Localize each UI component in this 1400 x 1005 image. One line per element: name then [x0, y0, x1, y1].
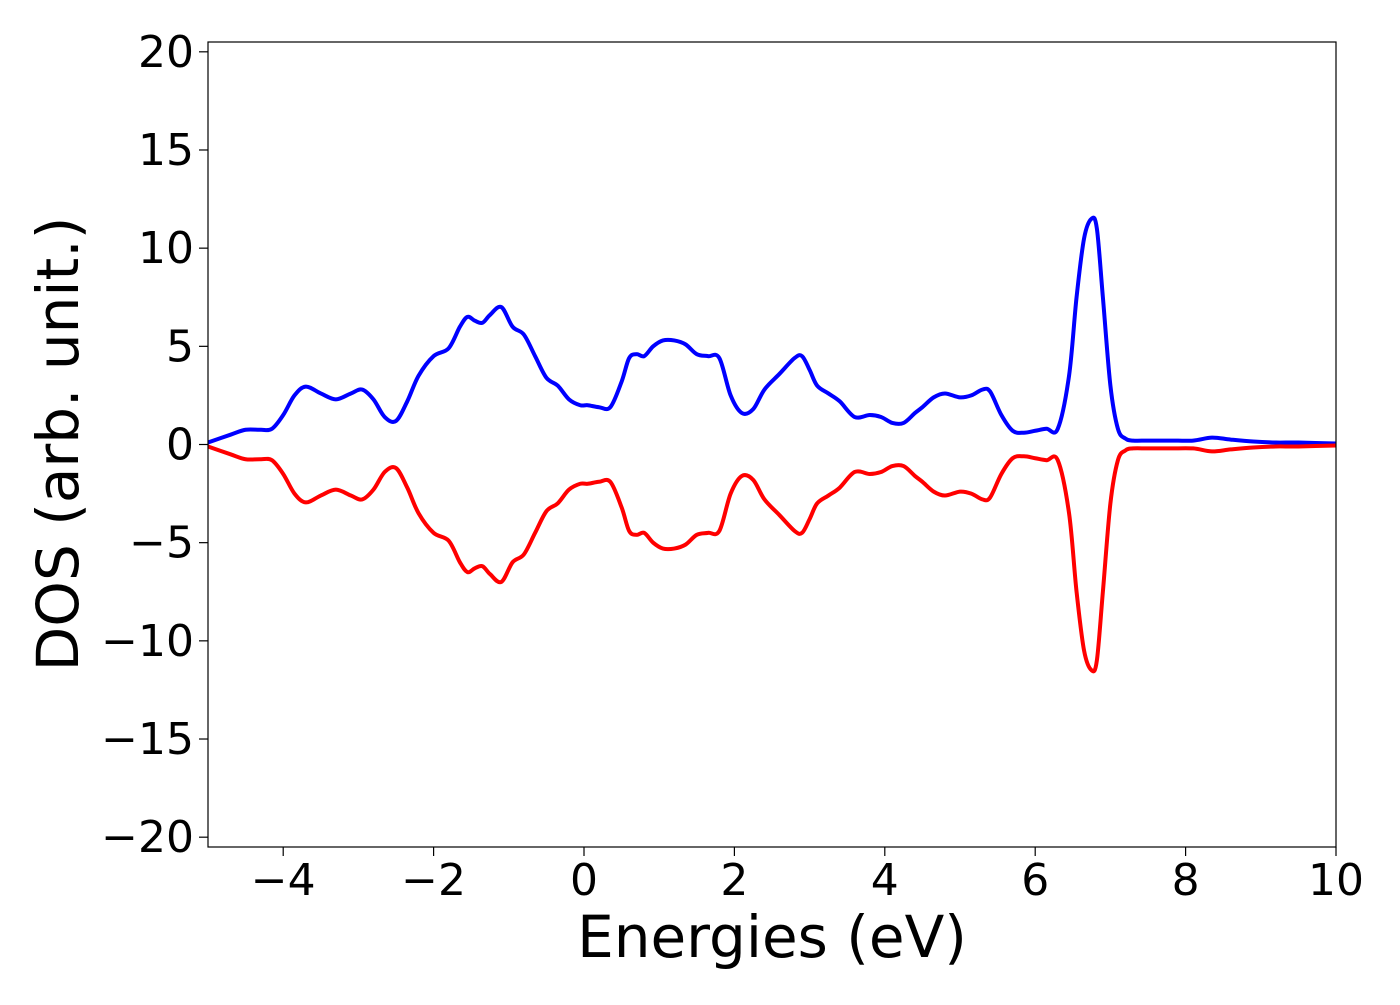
y-axis-title: DOS (arb. unit.) [24, 217, 92, 672]
x-tick-label: 8 [1172, 855, 1200, 906]
y-tick-label: −5 [129, 518, 194, 569]
y-tick-label: 0 [166, 420, 194, 471]
x-tick-label: 10 [1308, 855, 1364, 906]
y-tick-label: 20 [138, 27, 194, 78]
y-tick-label: 15 [138, 125, 194, 176]
x-tick-label: 4 [871, 855, 899, 906]
series-layer [208, 215, 1336, 674]
y-axis: −20 −15 −10 −5 0 5 10 15 20 [101, 27, 208, 863]
x-tick-label: 6 [1021, 855, 1049, 906]
y-tick-label: 5 [166, 321, 194, 372]
x-tick-label: 2 [720, 855, 748, 906]
x-axis-title: Energies (eV) [577, 903, 967, 971]
series-line-spin-down [208, 443, 1336, 674]
y-tick-label: −15 [101, 714, 194, 765]
y-tick-label: −10 [101, 616, 194, 667]
x-tick-label: −4 [251, 855, 316, 906]
series-line-spin-up [208, 215, 1336, 446]
x-tick-label: −2 [401, 855, 466, 906]
x-axis: −4 −2 0 2 4 6 8 10 [251, 847, 1364, 906]
plot-frame [207, 41, 1337, 848]
y-tick-label: −20 [101, 812, 194, 863]
y-tick-label: 10 [138, 223, 194, 274]
x-tick-label: 0 [570, 855, 598, 906]
